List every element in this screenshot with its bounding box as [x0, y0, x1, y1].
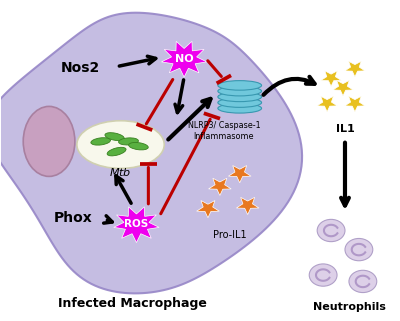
Ellipse shape	[218, 81, 262, 90]
Polygon shape	[197, 201, 219, 218]
Ellipse shape	[309, 264, 337, 286]
Ellipse shape	[345, 239, 373, 261]
Polygon shape	[228, 166, 251, 183]
Polygon shape	[208, 178, 231, 195]
Polygon shape	[317, 96, 337, 112]
Text: Phox: Phox	[54, 211, 92, 225]
Text: NO: NO	[175, 54, 194, 64]
Ellipse shape	[218, 98, 262, 107]
Polygon shape	[333, 80, 353, 96]
Ellipse shape	[91, 138, 110, 145]
Ellipse shape	[23, 106, 75, 177]
Ellipse shape	[218, 104, 262, 113]
Ellipse shape	[77, 121, 164, 169]
Ellipse shape	[105, 133, 124, 141]
Ellipse shape	[118, 138, 138, 145]
Text: Pro-IL1: Pro-IL1	[213, 230, 247, 240]
Polygon shape	[236, 197, 259, 215]
Ellipse shape	[218, 92, 262, 102]
Ellipse shape	[129, 143, 148, 150]
Polygon shape	[114, 207, 159, 243]
Polygon shape	[162, 41, 207, 77]
Ellipse shape	[317, 219, 345, 242]
Polygon shape	[345, 61, 365, 77]
Text: ROS: ROS	[124, 219, 148, 229]
Polygon shape	[321, 71, 341, 86]
Text: $\bf{\it{Mtb}}$: $\bf{\it{Mtb}}$	[109, 166, 132, 178]
Text: Neutrophils: Neutrophils	[312, 302, 385, 312]
Ellipse shape	[107, 147, 126, 156]
Polygon shape	[0, 13, 302, 293]
Ellipse shape	[349, 270, 377, 292]
Text: IL1: IL1	[336, 124, 354, 134]
Polygon shape	[345, 96, 365, 112]
Text: Nos2: Nos2	[61, 61, 100, 75]
Text: Infected Macrophage: Infected Macrophage	[58, 297, 207, 310]
Text: NLRP3/ Caspase-1: NLRP3/ Caspase-1	[188, 121, 260, 130]
Ellipse shape	[218, 86, 262, 96]
Text: Inflammasome: Inflammasome	[194, 132, 254, 141]
